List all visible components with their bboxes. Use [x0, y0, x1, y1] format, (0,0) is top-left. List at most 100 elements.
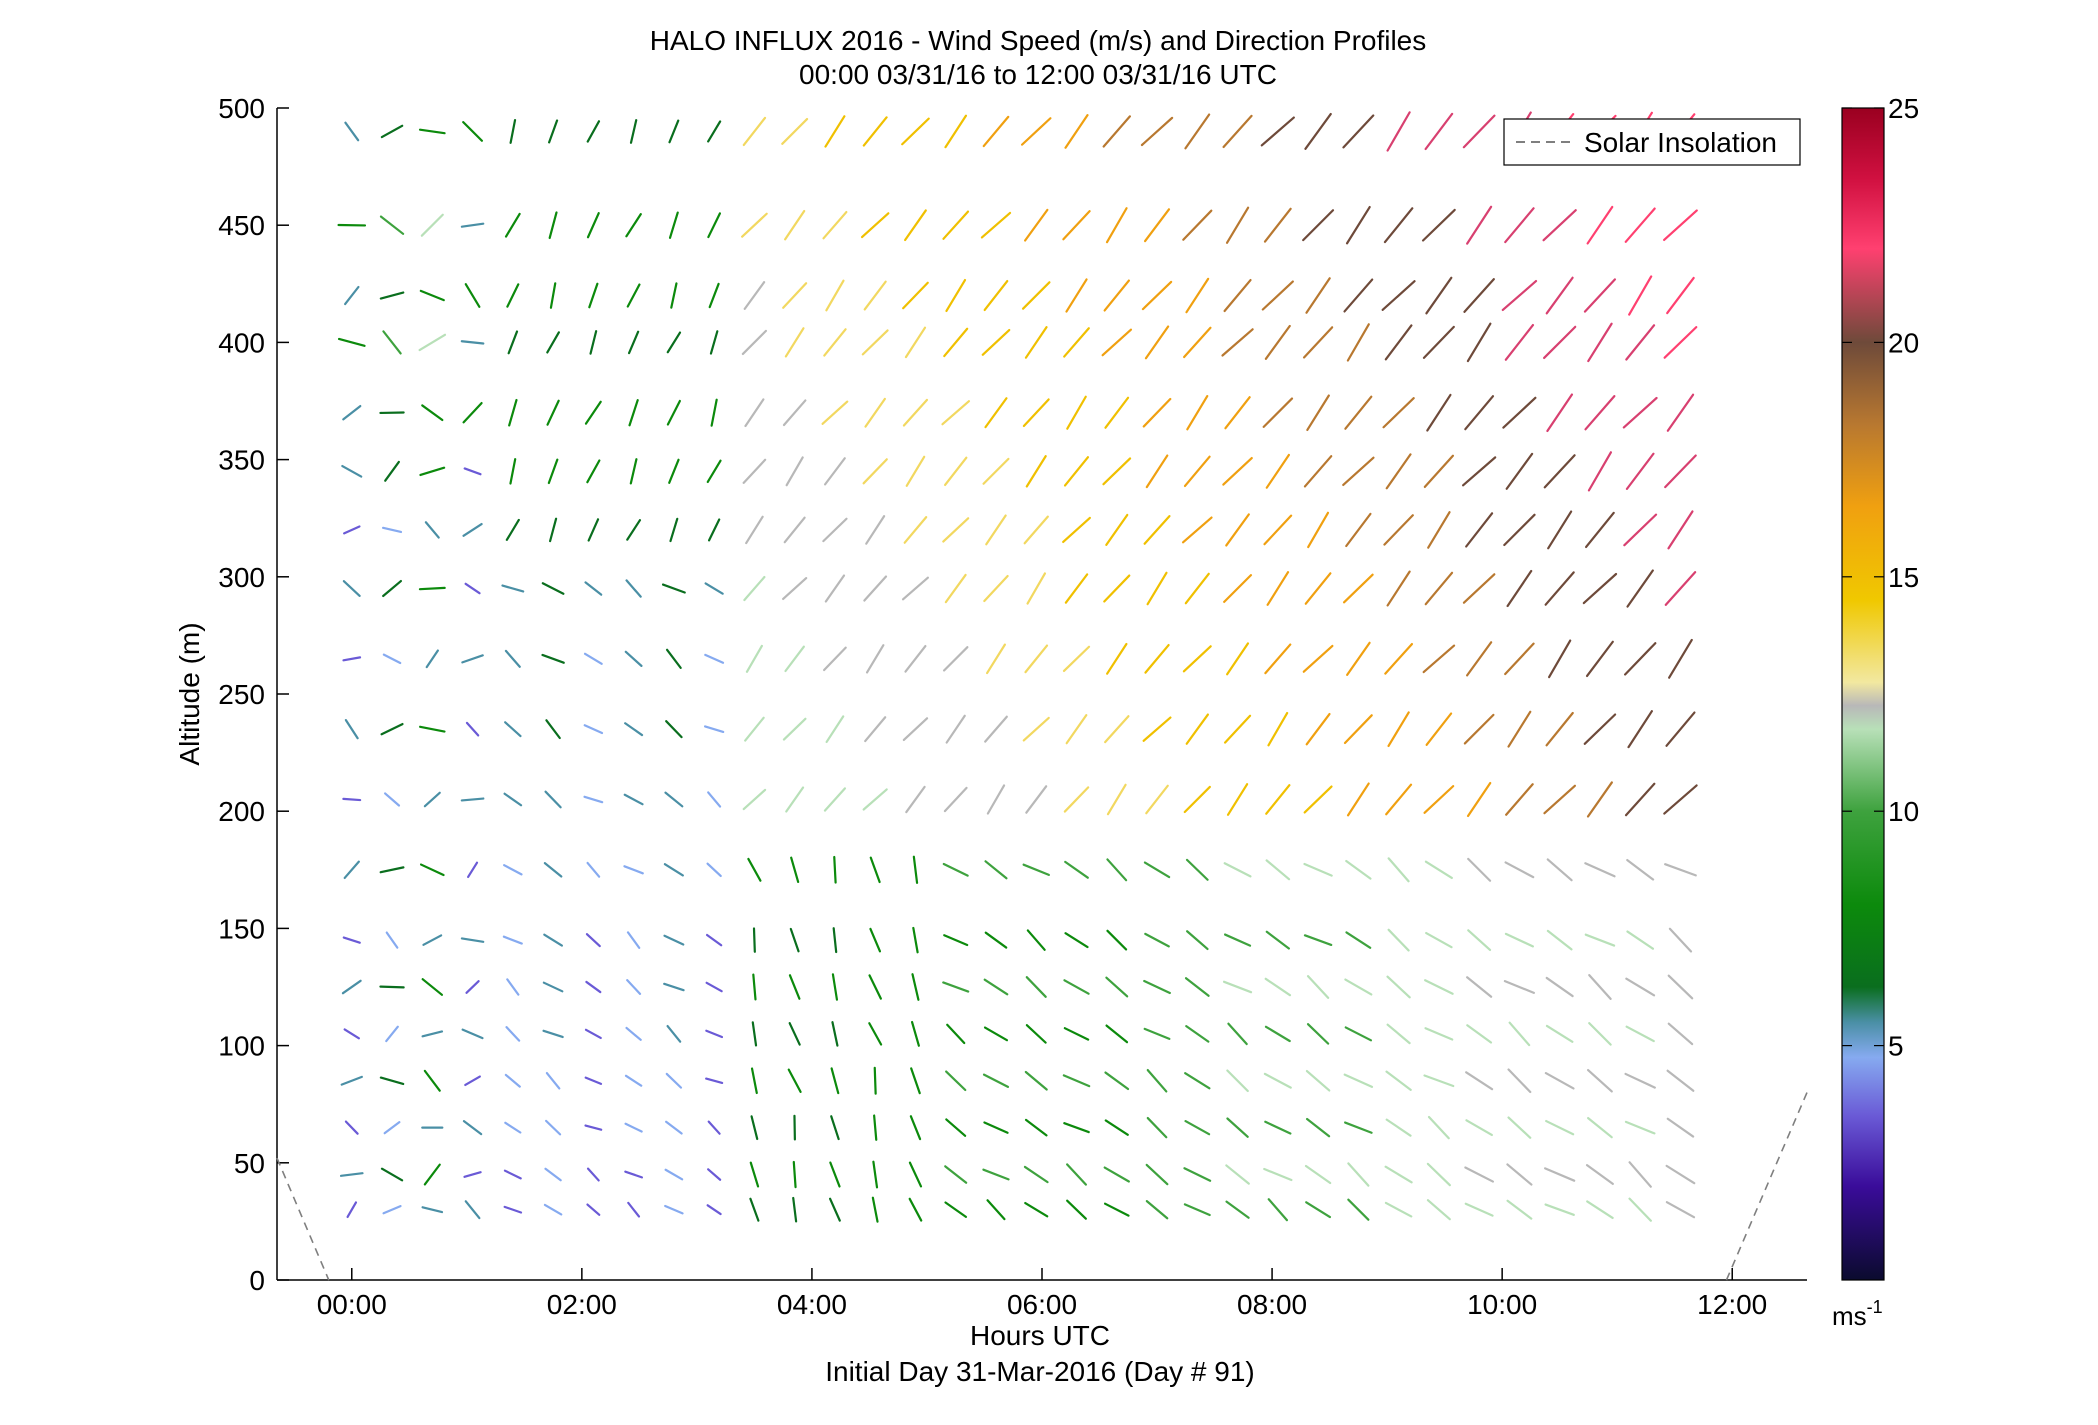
wind-arrow — [1223, 574, 1253, 604]
wind-arrow — [1463, 278, 1495, 313]
wind-arrow — [664, 791, 684, 808]
wind-arrow — [745, 515, 764, 545]
wind-arrow — [419, 725, 446, 733]
y-tick-label: 100 — [218, 1031, 265, 1062]
wind-arrow — [1063, 979, 1090, 995]
wind-arrow — [542, 981, 564, 993]
chart-title: HALO INFLUX 2016 - Wind Speed (m/s) and … — [650, 25, 1427, 56]
wind-arrow — [1666, 1117, 1695, 1138]
wind-arrow — [549, 282, 557, 309]
wind-arrow — [1224, 396, 1251, 430]
wind-arrow — [586, 1203, 601, 1216]
wind-arrow — [1022, 398, 1050, 428]
x-tick-label: 02:00 — [547, 1289, 617, 1320]
wind-arrow — [1461, 456, 1497, 487]
wind-arrow — [824, 574, 846, 603]
wind-arrow — [1066, 1199, 1087, 1220]
wind-arrow — [912, 855, 919, 884]
wind-arrow — [586, 212, 600, 239]
wind-arrow — [1626, 930, 1655, 950]
wind-arrow — [1626, 569, 1654, 608]
wind-arrow — [585, 980, 602, 994]
wind-arrow — [467, 861, 479, 879]
wind-arrow — [546, 331, 560, 354]
wind-arrow — [1185, 1025, 1210, 1043]
wind-arrow — [823, 457, 846, 486]
wind-arrow — [1628, 1197, 1652, 1222]
wind-arrow — [824, 115, 846, 148]
wind-arrow — [1062, 1074, 1091, 1088]
colorbar-tick-label: 20 — [1888, 327, 1919, 358]
wind-arrow — [1345, 512, 1372, 548]
wind-arrow — [544, 1119, 562, 1136]
wind-arrow — [629, 458, 638, 485]
wind-arrow — [904, 644, 927, 673]
wind-arrow — [1586, 1068, 1613, 1093]
wind-arrow — [1183, 326, 1212, 359]
wind-arrow — [1666, 276, 1695, 315]
wind-arrow — [1023, 515, 1049, 545]
y-tick-label: 50 — [234, 1148, 265, 1179]
wind-arrow — [1665, 1164, 1696, 1185]
wind-arrow — [1343, 714, 1373, 745]
wind-arrow — [1344, 978, 1373, 996]
wind-arrow — [1024, 1118, 1048, 1137]
wind-arrow — [383, 792, 401, 807]
wind-arrow — [904, 326, 927, 359]
wind-arrow — [505, 518, 520, 541]
wind-arrow — [1102, 115, 1131, 148]
wind-arrow — [1584, 395, 1616, 431]
wind-arrow — [1381, 280, 1416, 311]
plot-area — [277, 108, 1807, 1280]
wind-arrow — [942, 981, 970, 993]
wind-arrow — [1668, 638, 1693, 679]
wind-arrow — [506, 978, 520, 996]
wind-arrow — [823, 787, 847, 812]
wind-arrow — [1624, 642, 1657, 676]
wind-arrow — [1464, 1202, 1494, 1217]
wind-arrow — [418, 333, 447, 352]
wind-arrow — [1145, 1163, 1169, 1186]
wind-arrow — [1588, 974, 1612, 1000]
wind-arrow — [542, 1029, 564, 1039]
wind-arrow — [945, 1070, 967, 1092]
wind-arrow — [1384, 642, 1414, 675]
wind-arrow — [382, 653, 402, 665]
wind-arrow — [1226, 642, 1250, 676]
wind-arrow — [1225, 1200, 1250, 1219]
wind-arrow — [982, 1168, 1010, 1181]
wind-arrow — [462, 401, 483, 424]
wind-arrow — [465, 721, 480, 737]
wind-arrow — [1548, 639, 1572, 679]
wind-arrow — [1024, 644, 1049, 674]
wind-arrow — [1223, 933, 1252, 947]
wind-arrow — [548, 517, 558, 543]
wind-arrow — [343, 860, 360, 880]
wind-arrow — [1183, 455, 1211, 488]
wind-arrow — [945, 714, 966, 744]
wind-arrow — [1143, 515, 1171, 545]
wind-arrow — [869, 856, 881, 884]
wind-arrow — [743, 281, 766, 310]
wind-arrow — [548, 211, 558, 240]
colorbar-unit: ms-1 — [1832, 1297, 1883, 1331]
wind-arrow — [1025, 976, 1047, 998]
wind-arrow — [1624, 782, 1656, 817]
wind-arrow — [1185, 858, 1209, 881]
chart-subtitle: 00:00 03/31/16 to 12:00 03/31/16 UTC — [799, 59, 1277, 90]
wind-arrow — [1022, 863, 1050, 877]
wind-arrow — [629, 119, 638, 144]
wind-arrow — [1587, 451, 1613, 492]
wind-arrow — [1343, 278, 1374, 313]
wind-arrow — [1545, 1119, 1575, 1136]
wind-arrow — [1501, 279, 1538, 312]
wind-arrow — [418, 586, 446, 591]
wind-arrow — [663, 863, 684, 877]
wind-arrow — [1386, 111, 1411, 152]
wind-arrow — [1105, 1024, 1129, 1044]
wind-arrow — [1585, 1164, 1614, 1186]
wind-arrow — [943, 327, 969, 358]
wind-arrow — [340, 1075, 363, 1086]
wind-arrow — [1142, 716, 1172, 742]
wind-arrow — [1184, 572, 1210, 605]
